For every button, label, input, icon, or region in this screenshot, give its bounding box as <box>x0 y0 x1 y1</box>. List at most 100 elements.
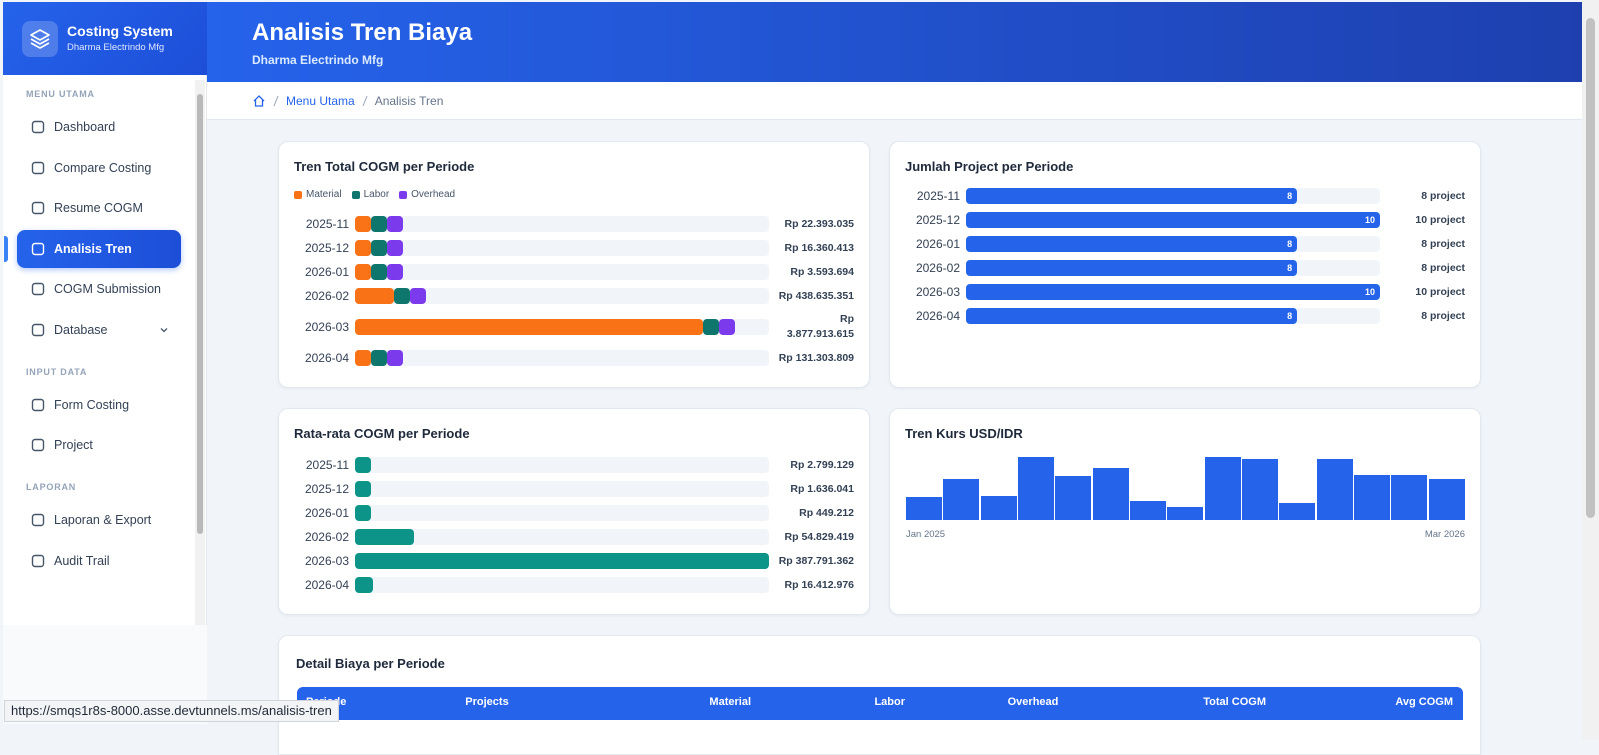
track <box>355 240 769 256</box>
nav-item[interactable]: Database <box>17 311 181 349</box>
bar <box>1204 456 1241 520</box>
nav-icon <box>31 201 45 215</box>
nav-label: Laporan & Export <box>54 513 152 527</box>
status-bar: https://smqs1r8s-8000.asse.devtunnels.ms… <box>4 700 339 722</box>
value-label: 10 project <box>1415 285 1465 298</box>
row-label: 2026-03 <box>304 553 349 568</box>
track <box>355 481 769 497</box>
nav: MENU UTAMA Dashboard Compare Costing Resume… <box>3 84 193 582</box>
nav-item[interactable]: Form Costing <box>17 386 181 424</box>
bar <box>1018 456 1055 520</box>
track <box>355 288 769 304</box>
bar <box>980 495 1017 520</box>
bar <box>1130 501 1167 520</box>
stacked-bar <box>355 264 403 280</box>
nav-icon <box>31 120 45 134</box>
track <box>355 216 769 232</box>
legend-label: Overhead <box>411 189 456 200</box>
nav-item[interactable]: Dashboard <box>17 108 181 146</box>
bar-row: 2026-04 8 8 project <box>905 308 1465 324</box>
bar-segment <box>355 288 395 304</box>
bar-segment <box>387 350 403 366</box>
row-label: 2025-12 <box>915 212 960 227</box>
x-tick-label: Jan 2025 <box>906 529 946 540</box>
bar <box>1316 458 1353 520</box>
legend-label: Material <box>306 189 342 200</box>
bar-segment <box>371 264 387 280</box>
value-label: Rp 22.393.035 <box>784 217 854 230</box>
row-label: 2026-02 <box>304 288 349 303</box>
sidebar-scrollbar[interactable] <box>195 80 205 625</box>
brand-name: Costing System <box>67 23 173 39</box>
bar-segment <box>355 240 371 256</box>
scroll-thumb[interactable] <box>1586 18 1595 518</box>
bar-segment <box>355 319 703 335</box>
bar: 8 <box>966 308 1298 324</box>
row-label: 2026-01 <box>915 236 960 251</box>
bar-row: 2026-01 Rp 3.593.694 <box>294 264 854 280</box>
nav-item[interactable]: Project <box>17 426 181 464</box>
breadcrumb-item: Analisis Tren <box>374 93 444 108</box>
home-icon[interactable] <box>252 94 266 108</box>
card-title: Tren Kurs USD/IDR <box>905 426 1023 441</box>
nav-label: Database <box>54 322 108 337</box>
bar-row: 2026-03 Rp 387.791.362 <box>294 553 854 569</box>
column-header[interactable]: Avg COGM <box>1395 696 1453 708</box>
bar <box>1242 458 1279 520</box>
card-title: Tren Total COGM per Periode <box>294 159 475 174</box>
bar <box>355 577 373 593</box>
legend-item: Material <box>294 189 342 200</box>
chevron <box>160 327 168 332</box>
column-header[interactable]: Overhead <box>1007 696 1059 708</box>
row-label: 2026-02 <box>915 260 960 275</box>
page-header: Analisis Tren Biaya Dharma Electrindo Mf… <box>207 2 1582 82</box>
breadcrumb-item[interactable]: Menu Utama <box>286 93 355 108</box>
track: 8 <box>966 188 1380 204</box>
bar-segment <box>387 240 403 256</box>
nav-item[interactable]: Laporan & Export <box>17 501 181 539</box>
legend: Material Labor Overhead <box>294 189 455 200</box>
stacked-bar <box>355 240 403 256</box>
nav-item[interactable]: Audit Trail <box>17 542 181 580</box>
nav-label: COGM Submission <box>54 282 161 296</box>
value-label: Rp 2.799.129 <box>790 458 854 471</box>
nav-item[interactable]: Resume COGM <box>17 189 181 227</box>
row-label: 2025-12 <box>304 240 349 255</box>
nav-label: Compare Costing <box>54 160 152 175</box>
nav-icon <box>31 554 45 567</box>
column-header[interactable]: Labor <box>874 696 905 708</box>
nav-label: Resume COGM <box>54 201 143 215</box>
bar <box>1354 475 1391 520</box>
section-title: INPUT DATA <box>26 366 88 377</box>
bar-rows: 2025-11 Rp 2.799.129 2025-12 Rp 1.636.041 20… <box>294 457 854 593</box>
stacked-bar <box>355 319 735 335</box>
brand[interactable]: Costing System Dharma Electrindo Mfg <box>3 2 207 75</box>
nav-icon <box>31 438 45 452</box>
column-header[interactable]: Total COGM <box>1203 696 1266 708</box>
bar-row: 2026-03 10 10 project <box>905 284 1465 300</box>
page-scrollbar[interactable] <box>1582 0 1599 740</box>
bar-row: 2025-11 8 8 project <box>905 188 1465 204</box>
nav-item[interactable]: COGM Submission <box>17 270 181 308</box>
column-header[interactable]: Material <box>709 696 751 708</box>
scroll-thumb[interactable] <box>197 94 203 534</box>
bar-rows: 2025-11 Rp 22.393.035 2025-12 Rp 16.360.413… <box>294 216 854 366</box>
nav-item[interactable]: Analisis Tren <box>4 229 181 268</box>
card-title: Jumlah Project per Periode <box>905 159 1074 174</box>
nav-item[interactable]: Compare Costing <box>17 149 181 187</box>
nav-label: Analisis Tren <box>54 241 132 256</box>
column-header[interactable]: Projects <box>465 696 509 708</box>
breadcrumb: Menu Utama Analisis Tren <box>207 82 1582 120</box>
logo-icon <box>30 29 50 49</box>
bar-row: 2025-11 Rp 2.799.129 <box>294 457 854 473</box>
bar-row: 2026-03 Rp 3.877.913.615 <box>294 312 854 342</box>
nav-icon <box>31 513 45 527</box>
table-header: PeriodeProjectsMaterialLaborOverheadTota… <box>297 687 1463 720</box>
page-title: Analisis Tren Biaya <box>252 19 473 46</box>
value-label: Rp 387.791.362 <box>778 554 854 567</box>
track <box>355 529 769 545</box>
bar-row: 2026-04 Rp 131.303.809 <box>294 350 854 366</box>
project-count-card: Jumlah Project per Periode 2025-11 8 8 pro… <box>889 141 1481 388</box>
